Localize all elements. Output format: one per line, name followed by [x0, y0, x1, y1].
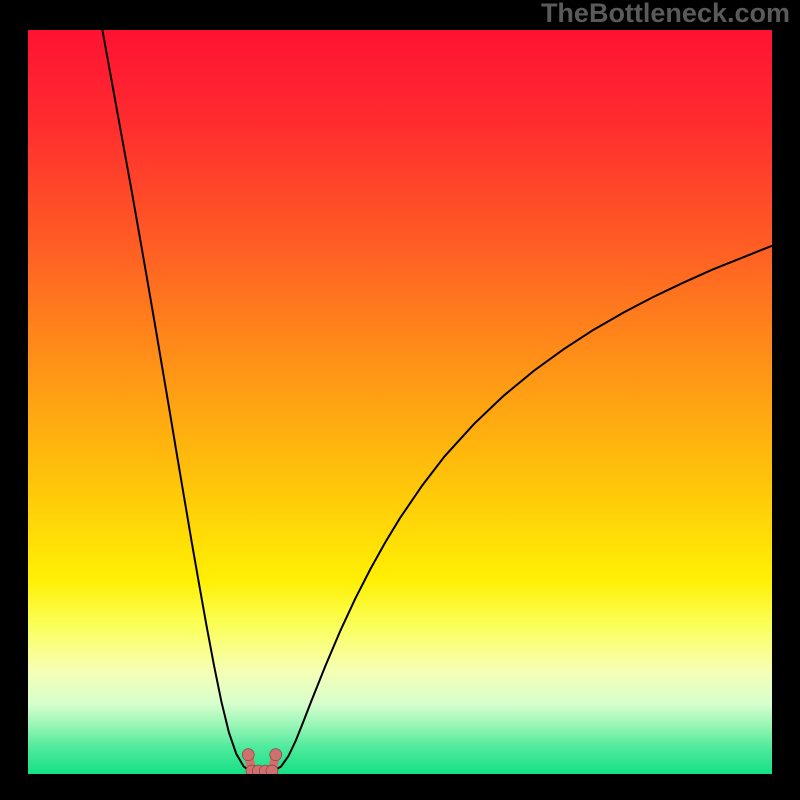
gradient-background	[28, 30, 772, 774]
plot-area	[28, 30, 772, 774]
notch-marker	[270, 749, 282, 761]
watermark-label: TheBottleneck.com	[541, 0, 790, 27]
notch-marker	[242, 749, 254, 761]
notch-marker	[266, 765, 278, 774]
stage: TheBottleneck.com	[0, 0, 800, 800]
chart	[28, 30, 772, 774]
